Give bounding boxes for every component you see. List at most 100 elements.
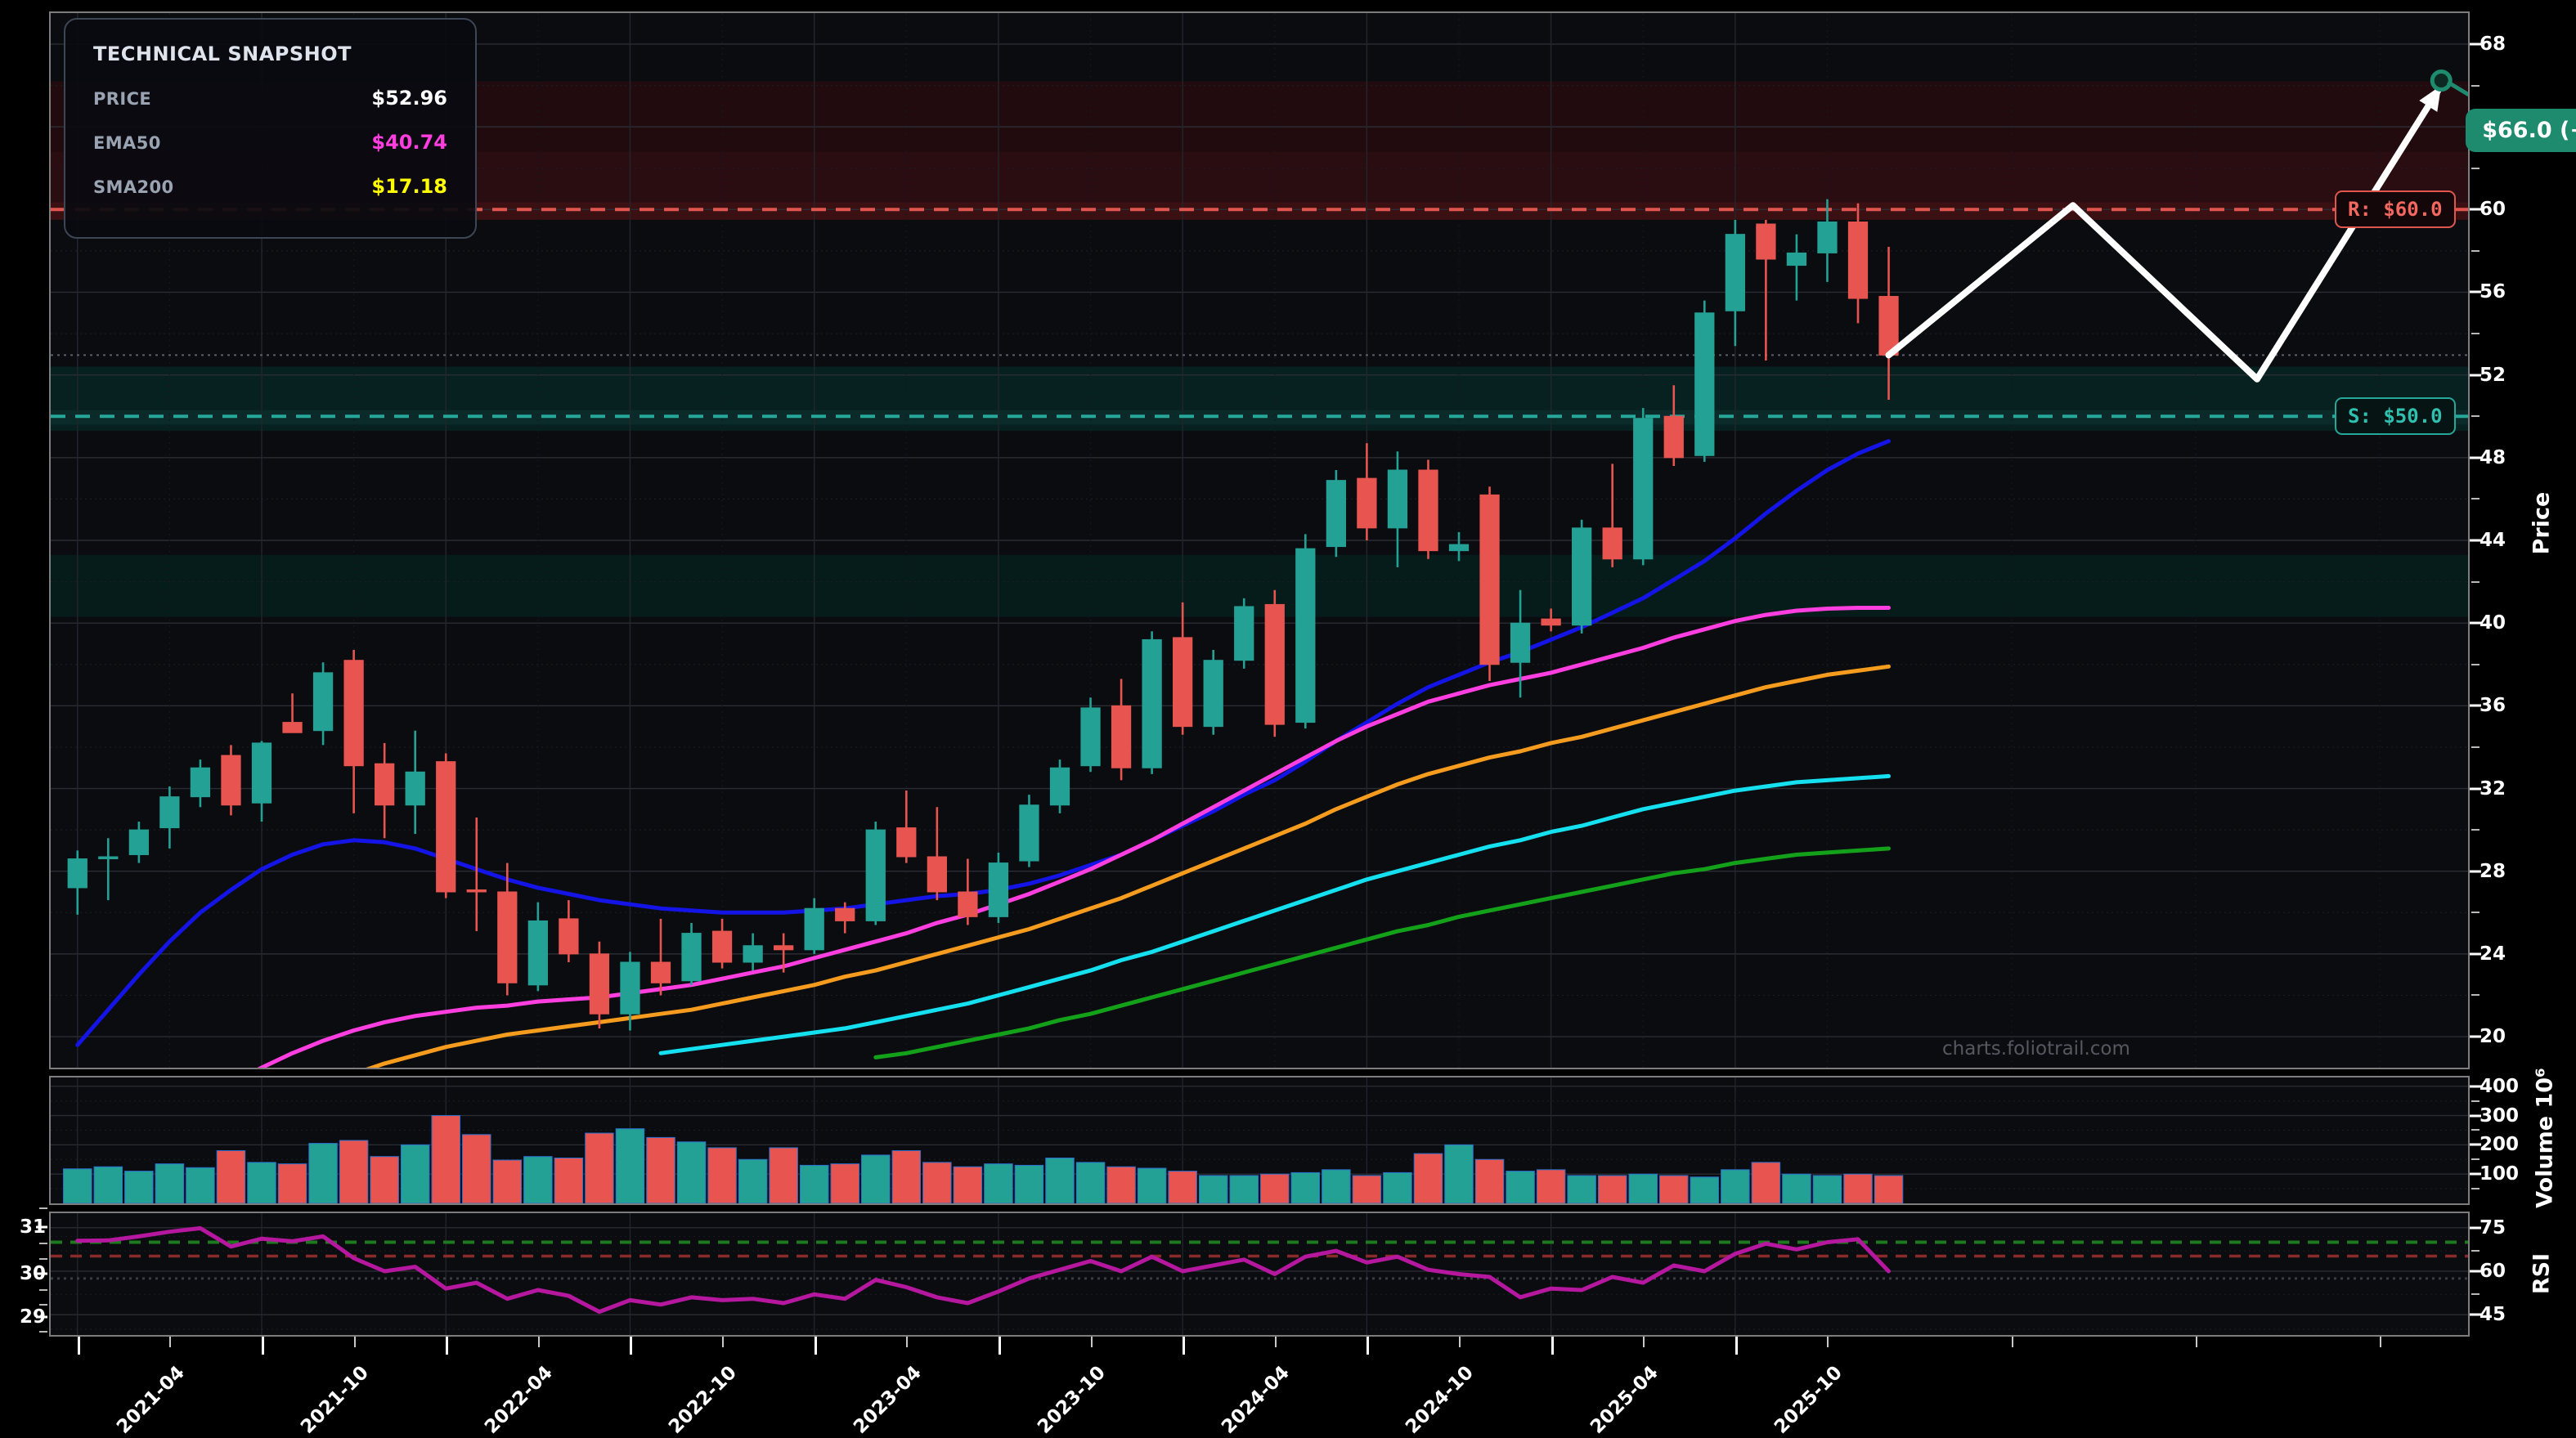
rsi-left-tick-mark-minor bbox=[39, 1331, 47, 1333]
x-tick-mark-minor bbox=[906, 1337, 909, 1347]
volume-bar bbox=[615, 1128, 645, 1203]
x-tick-label: 2023-04 bbox=[849, 1362, 926, 1438]
rsi-axis-title: RSI bbox=[2529, 1252, 2555, 1295]
volume-bar bbox=[1106, 1166, 1136, 1203]
volume-bar bbox=[1444, 1144, 1474, 1203]
volume-bar bbox=[400, 1144, 430, 1203]
volume-bar bbox=[492, 1159, 523, 1203]
price-tick-label: 28 bbox=[2480, 860, 2506, 882]
volume-bar bbox=[984, 1163, 1013, 1203]
rsi-left-tick-mark-minor bbox=[39, 1243, 47, 1244]
price-tick-label: 20 bbox=[2480, 1026, 2506, 1048]
x-tick-mark bbox=[814, 1337, 817, 1355]
volume-bar bbox=[1536, 1169, 1566, 1203]
rsi-left-tick-mark-minor bbox=[39, 1258, 47, 1260]
volume-bar bbox=[247, 1162, 276, 1203]
rsi-plot-area bbox=[51, 1213, 2468, 1335]
candle-body bbox=[1756, 223, 1776, 260]
snapshot-label-sma200: SMA200 bbox=[93, 177, 174, 197]
volume-axis-title: Volume 10⁶ bbox=[2532, 1068, 2558, 1208]
volume-bar bbox=[830, 1163, 859, 1203]
candle-body bbox=[67, 858, 88, 889]
volume-tick-mark-minor bbox=[2471, 1100, 2480, 1102]
x-tick-mark bbox=[1735, 1337, 1738, 1355]
x-tick-label: 2025-10 bbox=[1770, 1362, 1847, 1438]
price-tick-mark bbox=[2470, 456, 2481, 459]
rsi-left-tick-label: 31 bbox=[19, 1216, 46, 1238]
resistance-level-label: R: $60.0 bbox=[2335, 190, 2456, 229]
price-tick-label: 68 bbox=[2480, 33, 2506, 55]
rsi-tick-mark bbox=[2470, 1313, 2481, 1316]
x-tick-mark bbox=[77, 1337, 80, 1355]
volume-bar bbox=[1014, 1164, 1044, 1203]
volume-bar bbox=[676, 1141, 707, 1203]
candle-body bbox=[312, 672, 334, 732]
candle-body bbox=[343, 660, 364, 767]
x-tick-mark bbox=[1367, 1337, 1370, 1355]
price-tick-label: 40 bbox=[2480, 612, 2506, 634]
price-tick-label: 24 bbox=[2480, 943, 2506, 965]
forecast-leader-line bbox=[2446, 80, 2468, 97]
candle-body bbox=[375, 763, 395, 806]
volume-tick-mark-minor bbox=[2471, 1188, 2480, 1190]
volume-bar bbox=[1812, 1175, 1842, 1203]
technical-snapshot-card: TECHNICAL SNAPSHOT PRICE $52.96 EMA50 $4… bbox=[64, 18, 477, 239]
candle-body bbox=[1295, 548, 1316, 723]
price-tick-mark bbox=[2470, 704, 2481, 707]
volume-bar bbox=[277, 1163, 307, 1203]
x-tick-mark-minor bbox=[2195, 1337, 2197, 1347]
price-tick-mark bbox=[2470, 374, 2481, 377]
x-tick-mark bbox=[630, 1337, 633, 1355]
price-tick-mark-minor bbox=[2471, 994, 2480, 997]
candle-body bbox=[1479, 494, 1500, 665]
volume-bar bbox=[431, 1115, 460, 1203]
volume-bar bbox=[738, 1158, 768, 1203]
price-tick-mark-minor bbox=[2471, 912, 2480, 914]
candle-body bbox=[190, 767, 211, 798]
candle-body bbox=[1326, 480, 1346, 548]
x-tick-mark-minor bbox=[1090, 1337, 1093, 1347]
rsi-tick-label: 45 bbox=[2480, 1304, 2506, 1326]
ma-green bbox=[873, 846, 1891, 1059]
forecast-arrowhead bbox=[2419, 85, 2442, 112]
x-tick-mark bbox=[446, 1337, 449, 1355]
candle-body bbox=[1448, 544, 1470, 552]
price-tick-label: 52 bbox=[2480, 364, 2506, 386]
volume-bar bbox=[462, 1134, 491, 1203]
price-tick-mark bbox=[2470, 1035, 2481, 1038]
candle-body bbox=[221, 755, 241, 806]
candle-body bbox=[865, 829, 886, 921]
candle-body bbox=[743, 945, 763, 963]
volume-bar bbox=[1168, 1171, 1197, 1203]
volume-bar bbox=[861, 1154, 891, 1203]
candle-body bbox=[405, 771, 425, 806]
candle-body bbox=[1786, 252, 1807, 267]
volume-bar bbox=[646, 1136, 675, 1203]
rsi-tick-mark-minor bbox=[2471, 1250, 2480, 1252]
x-tick-label: 2024-10 bbox=[1402, 1362, 1479, 1438]
candle-body bbox=[282, 722, 303, 733]
volume-bar bbox=[1137, 1167, 1167, 1203]
volume-bar bbox=[1843, 1173, 1873, 1203]
snapshot-label-ema50: EMA50 bbox=[93, 133, 161, 153]
x-tick-label: 2022-04 bbox=[481, 1362, 558, 1438]
snapshot-title: TECHNICAL SNAPSHOT bbox=[93, 43, 352, 65]
candle-body bbox=[650, 961, 671, 983]
support-level-label: S: $50.0 bbox=[2335, 397, 2456, 436]
rsi-left-tick-mark-minor bbox=[39, 1289, 47, 1291]
rsi-left-tick-mark-minor bbox=[39, 1304, 47, 1306]
volume-bar bbox=[1597, 1175, 1627, 1203]
rsi-tick-mark bbox=[2470, 1226, 2481, 1230]
volume-bar bbox=[124, 1171, 154, 1203]
forecast-target-badge: $66.0 (+25%) bbox=[2466, 108, 2576, 152]
volume-bar bbox=[1628, 1173, 1658, 1203]
candle-body bbox=[251, 742, 272, 804]
candle-body bbox=[1264, 603, 1285, 725]
volume-bar bbox=[1506, 1171, 1535, 1203]
volume-bar bbox=[585, 1132, 614, 1203]
volume-bar bbox=[891, 1150, 922, 1203]
price-tick-mark-minor bbox=[2471, 415, 2480, 418]
price-tick-mark-minor bbox=[2471, 167, 2480, 169]
snapshot-value-price: $52.96 bbox=[371, 87, 447, 110]
candle-body bbox=[1725, 234, 1745, 311]
